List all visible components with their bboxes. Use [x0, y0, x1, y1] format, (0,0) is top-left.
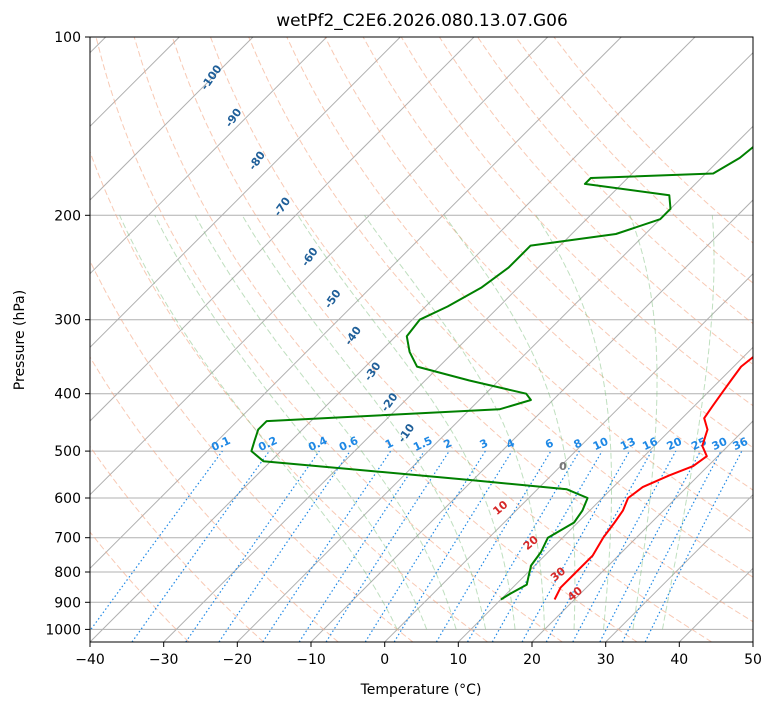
- y-tick-label: 700: [54, 531, 81, 547]
- dry-adiabats: [90, 37, 753, 642]
- dewpoint-profile-line: [250, 145, 753, 601]
- chart-title: wetPf2_C2E6.2026.080.13.07.G06: [276, 11, 568, 31]
- moist-adiabat: [443, 215, 576, 630]
- isotherm-line: [236, 125, 753, 642]
- moist-adiabat: [297, 215, 516, 630]
- mixing-ratio-line: [218, 450, 351, 642]
- mixing-ratio-line: [466, 450, 580, 642]
- isotherm-line: [90, 37, 254, 201]
- mixing-ratio-line: [185, 450, 320, 642]
- x-tick-label: 0: [380, 652, 389, 668]
- mixing-ratio-label: 20: [665, 435, 685, 453]
- mixing-ratio-label: 36: [731, 435, 751, 453]
- dry-adiabat: [90, 445, 264, 642]
- x-tick-label: −20: [223, 652, 253, 668]
- y-tick-label: 400: [54, 387, 81, 403]
- x-tick-label: −30: [149, 652, 179, 668]
- y-axis-label: Pressure (hPa): [12, 290, 28, 390]
- moist-adiabat: [661, 215, 715, 630]
- mixing-ratio-line: [545, 450, 653, 642]
- isotherm-line: [384, 272, 753, 642]
- dry-adiabat: [95, 37, 563, 642]
- moist-adiabat: [154, 215, 428, 630]
- dry-adiabat: [210, 37, 753, 623]
- dry-adiabat: [248, 37, 753, 578]
- mixing-ratio-line: [435, 450, 552, 642]
- wetbulb-zero-label: 0: [559, 460, 567, 473]
- mixing-ratio-lines: [90, 450, 743, 642]
- dry-adiabat: [438, 37, 753, 366]
- y-tick-label: 100: [54, 30, 81, 46]
- y-tick-label: 200: [54, 208, 81, 224]
- temperature-profile-line: [553, 355, 753, 600]
- x-axis-label: Temperature (°C): [360, 682, 482, 698]
- mixing-ratio-label: 13: [618, 435, 637, 453]
- isotherm-line: [90, 37, 401, 349]
- mixing-ratio-label: 30: [710, 435, 730, 453]
- profile-series: [250, 145, 753, 601]
- y-tick-label: 300: [54, 313, 81, 329]
- dry-adiabat: [515, 37, 753, 284]
- mixing-ratio-line: [521, 450, 631, 642]
- x-tick-label: −40: [75, 652, 105, 668]
- dry-adiabat: [90, 531, 190, 642]
- mixing-ratio-line: [393, 450, 513, 642]
- isotherm-line: [90, 37, 549, 496]
- isotherm-line: [605, 493, 753, 642]
- dry-adiabat: [90, 356, 339, 642]
- x-tick-label: 10: [449, 652, 467, 668]
- dry-adiabat: [400, 37, 753, 407]
- isotherm-line: [531, 420, 753, 642]
- moist-adiabat: [241, 215, 487, 630]
- y-tick-label: 900: [54, 595, 81, 611]
- moist-adiabat: [629, 215, 658, 630]
- y-tick-label: 600: [54, 491, 81, 507]
- moist-adiabats: [119, 215, 715, 630]
- x-tick-label: 40: [670, 652, 688, 668]
- x-tick-label: 30: [597, 652, 615, 668]
- dry-adiabat: [133, 37, 638, 642]
- x-axis-ticks: −40 −30 −20 −10 0 10 20 30 40 50: [75, 642, 762, 668]
- dry-adiabat: [171, 37, 712, 642]
- mixing-ratio-line: [262, 450, 392, 642]
- isotherm-line: [90, 37, 622, 570]
- mixing-ratio-line: [491, 450, 603, 642]
- y-tick-label: 800: [54, 565, 81, 581]
- y-tick-label: 1000: [45, 622, 81, 638]
- plot-frame: [89, 36, 754, 643]
- moist-adiabat: [119, 215, 398, 630]
- y-tick-label: 500: [54, 444, 81, 460]
- isotherm-line: [90, 37, 475, 422]
- dry-adiabat: [286, 37, 753, 534]
- x-tick-label: −10: [296, 652, 326, 668]
- mixing-ratio-label: 10: [591, 435, 611, 453]
- isotherm-line: [457, 346, 753, 642]
- isotherm-line: [90, 37, 696, 642]
- y-axis-ticks: 100 200 300 400 500 600 700 800 900 1000: [45, 30, 90, 638]
- isotherm-line: [90, 37, 328, 275]
- x-tick-label: 50: [744, 652, 762, 668]
- moist-adiabat: [535, 215, 612, 630]
- skewed-isotherms: [90, 37, 753, 642]
- moist-adiabat: [194, 215, 457, 630]
- x-tick-label: 20: [523, 652, 541, 668]
- isotherm-line: [163, 51, 753, 642]
- mixing-ratio-line: [644, 450, 743, 642]
- mixing-ratio-label: 16: [640, 435, 660, 453]
- mixing-ratio-line: [131, 450, 270, 642]
- dry-adiabat: [90, 150, 488, 642]
- moist-adiabat: [364, 215, 546, 630]
- dry-adiabat: [90, 259, 414, 642]
